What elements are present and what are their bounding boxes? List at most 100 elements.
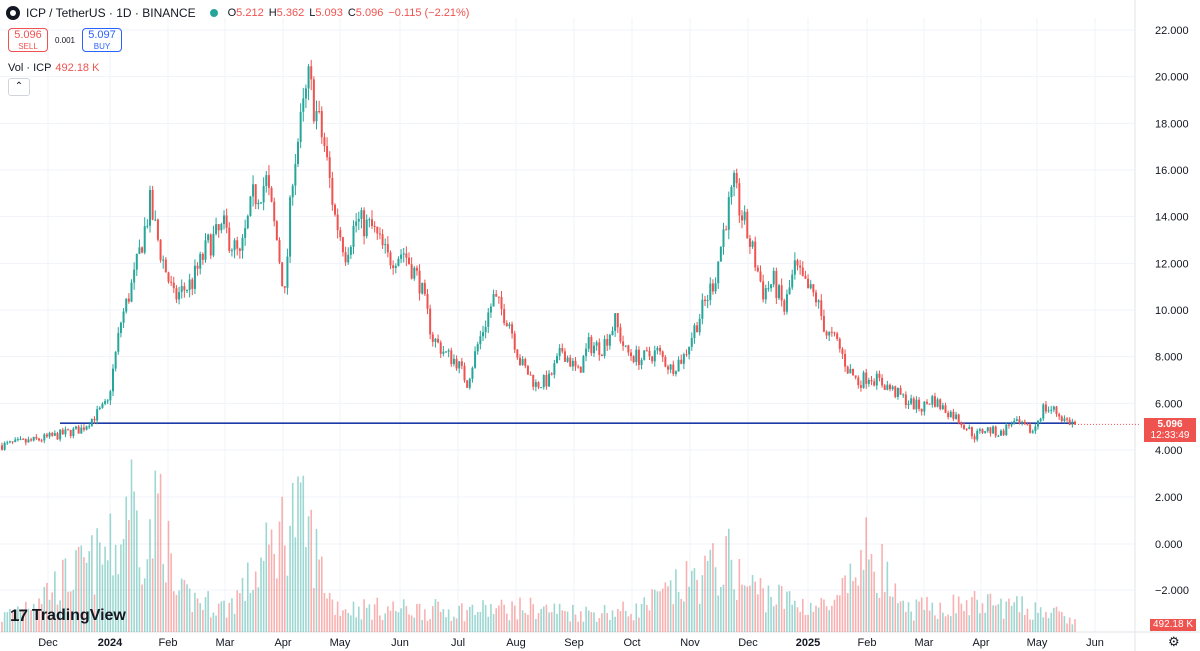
volume-bar [128, 519, 130, 632]
volume-bar [59, 600, 61, 632]
candle-body [331, 177, 334, 205]
price-tick-label: 8.000 [1155, 352, 1183, 364]
volume-bar [646, 605, 648, 632]
gear-icon[interactable]: ⚙ [1168, 634, 1180, 649]
candle-body [8, 441, 11, 443]
volume-bar [971, 597, 973, 632]
candle-body [265, 175, 268, 186]
volume-bar [500, 599, 503, 632]
volume-bar [241, 577, 244, 632]
candle-body [328, 157, 331, 178]
candle-body [445, 351, 447, 353]
candle-body [119, 322, 122, 333]
candle-body [532, 375, 535, 387]
candle-body [143, 226, 146, 253]
candle-body [825, 331, 828, 336]
volume-bar [870, 553, 873, 632]
volume-bar [35, 608, 38, 632]
symbol-title[interactable]: ICP / TetherUS · 1D · BINANCE [26, 6, 196, 20]
volume-bar [664, 582, 667, 632]
volume-bar [897, 603, 899, 632]
candle-body [180, 286, 183, 293]
candle-body [838, 338, 841, 349]
candle-body [698, 318, 701, 333]
volume-bar [14, 609, 17, 632]
volume-bar [537, 612, 540, 632]
candle-body [830, 331, 833, 333]
volume-bar [347, 612, 350, 632]
candle-body [630, 352, 632, 357]
volume-bar [764, 612, 767, 632]
volume-bar [183, 580, 186, 632]
volume-bar [659, 591, 661, 632]
volume-bar [394, 611, 397, 632]
volume-bar [262, 560, 265, 632]
low-value: 5.093 [315, 7, 343, 19]
sell-button[interactable]: 5.096 SELL [8, 28, 48, 52]
volume-bar [56, 604, 59, 632]
time-tick-label: Jun [391, 637, 409, 649]
volume-bar [624, 611, 627, 632]
candle-body [249, 196, 252, 216]
candle-body [577, 366, 580, 368]
tradingview-logo[interactable]: 17 TradingView [10, 606, 126, 626]
volume-bar [944, 616, 947, 632]
volume-bar [529, 597, 532, 632]
candle-body [881, 377, 884, 386]
candle-body [402, 253, 405, 255]
volume-bar [294, 537, 297, 632]
volume-bar [934, 615, 936, 632]
candle-body [952, 411, 955, 419]
candle-body [220, 223, 223, 231]
candle-body [77, 426, 80, 434]
buy-button[interactable]: 5.097 BUY [82, 28, 122, 52]
candle-body [537, 382, 540, 388]
candle-body [756, 267, 759, 272]
volume-bar [865, 517, 868, 632]
candle-body [286, 256, 289, 288]
volume-bar [236, 590, 239, 632]
volume-bar [601, 613, 603, 632]
volume-bar [479, 611, 482, 632]
volume-bar [775, 604, 778, 632]
candle-body [741, 215, 743, 221]
candle-body [244, 228, 247, 238]
volume-bar [43, 586, 46, 632]
volume-bar [889, 596, 891, 632]
volume-bar [548, 612, 550, 632]
volume-bar [852, 581, 854, 632]
candle-body [978, 429, 981, 431]
candle-body [889, 384, 891, 390]
volume-bar [949, 616, 952, 632]
candle-body [299, 111, 302, 142]
horizontal-line-layer [60, 422, 1140, 425]
candle-body [172, 282, 175, 289]
volume-bar [3, 612, 6, 632]
candle-body [635, 349, 638, 363]
volume-bar [1010, 605, 1013, 632]
candle-body [505, 323, 508, 327]
candle-body [458, 361, 461, 369]
volume-bar [75, 550, 77, 632]
candle-body [902, 394, 905, 396]
volume-bar [796, 607, 799, 632]
price-axis: 22.000 20.000 18.000 16.000 14.000 12.000 10.0… [1155, 25, 1189, 457]
candle-body [566, 357, 569, 362]
candle-body [960, 422, 963, 426]
volume-bar [323, 593, 326, 632]
volume-bar [984, 612, 986, 632]
volume-bar [918, 601, 920, 632]
volume-bar [204, 597, 207, 632]
volume-bar [669, 580, 672, 632]
candle-body [228, 227, 231, 251]
volume-bar [505, 613, 508, 632]
candle-body [711, 283, 714, 292]
candle-body [122, 311, 125, 323]
volume-bar [616, 608, 619, 632]
collapse-chevron-icon[interactable]: ⌃ [8, 78, 30, 96]
candle-body [553, 363, 556, 375]
volume-bar [320, 556, 323, 632]
open-value: 5.212 [236, 7, 264, 19]
volume-bar [635, 603, 638, 632]
